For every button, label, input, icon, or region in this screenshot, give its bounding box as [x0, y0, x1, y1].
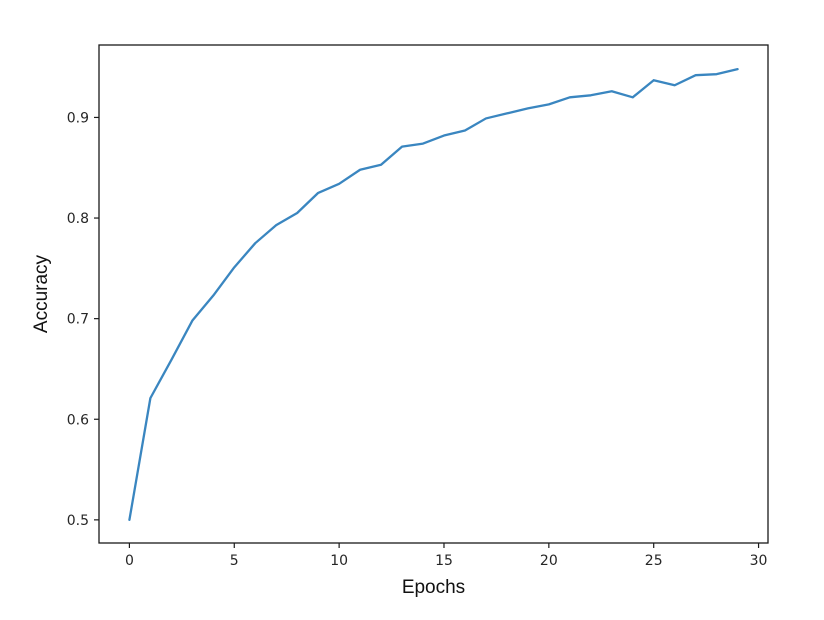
y-tick-label: 0.8	[67, 211, 89, 227]
x-tick-label: 10	[330, 553, 348, 569]
y-tick-label: 0.7	[67, 312, 89, 328]
y-axis-label: Accuracy	[31, 254, 52, 333]
y-tick-label: 0.6	[67, 412, 89, 428]
y-tick-label: 0.9	[67, 110, 89, 126]
x-axis-label: Epochs	[402, 577, 465, 598]
x-tick-label: 15	[435, 553, 453, 569]
x-tick-label: 30	[750, 553, 768, 569]
axis-ticks: 0 5 10 15 20 25 30 0.5 0.6 0.7 0.8 0.9	[67, 110, 768, 569]
x-tick-label: 20	[540, 553, 558, 569]
accuracy-series-line	[128, 68, 739, 522]
y-tick-label: 0.5	[67, 513, 89, 529]
x-tick-label: 5	[230, 553, 239, 569]
x-tick-label: 0	[125, 553, 134, 569]
x-tick-label: 25	[645, 553, 663, 569]
plot-area	[128, 68, 739, 522]
plot-frame	[98, 44, 769, 544]
